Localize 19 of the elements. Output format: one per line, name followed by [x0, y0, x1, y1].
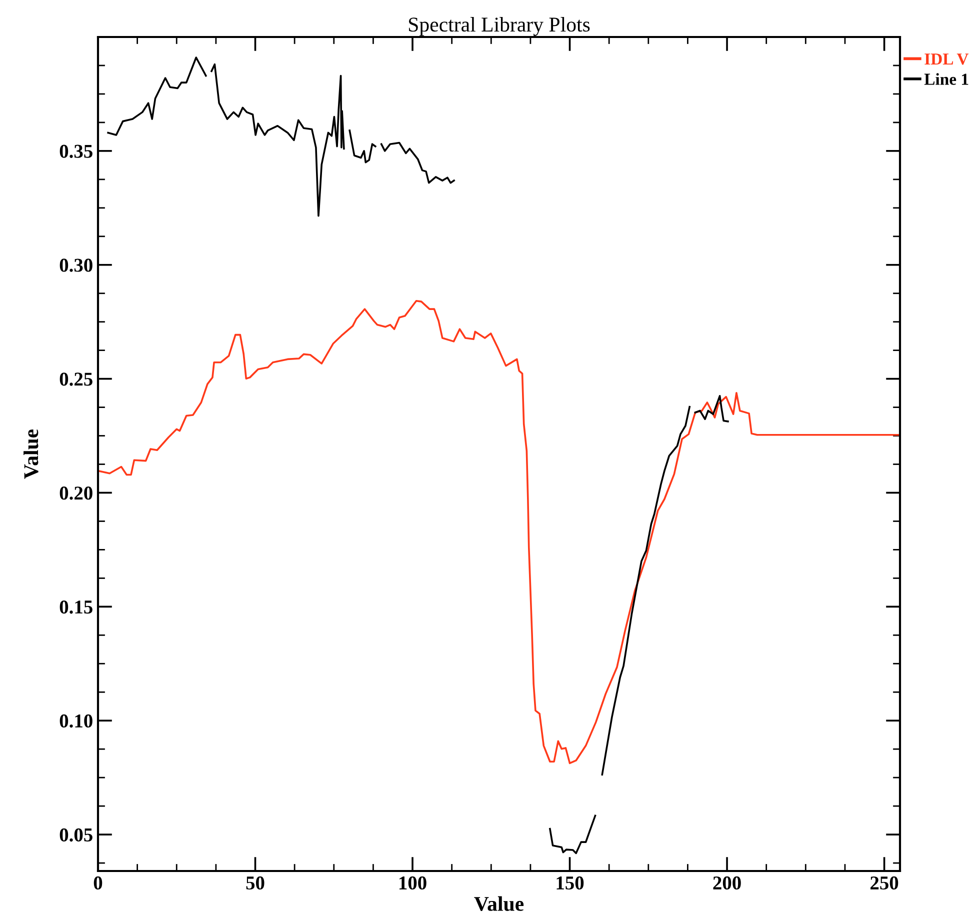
x-tick-label: 50 [246, 876, 264, 890]
y-tick-label: 0.25 [60, 372, 92, 386]
y-tick-label: 0.35 [60, 144, 92, 158]
x-tick-label: 100 [399, 876, 426, 890]
y-tick-label: 0.05 [60, 828, 92, 842]
x-tick-label: 250 [870, 876, 898, 890]
y-tick-label: 0.30 [60, 258, 92, 272]
y-axis-title: Value [24, 429, 38, 479]
x-axis-title: Value [474, 896, 524, 912]
x-tick-label: 150 [556, 876, 584, 890]
y-tick-label: 0.10 [60, 714, 92, 728]
y-tick-label: 0.15 [60, 600, 92, 614]
line-series [98, 300, 900, 764]
x-tick-label: 200 [713, 876, 741, 890]
y-tick-label: 0.20 [60, 486, 92, 500]
x-tick-label: 0 [94, 876, 102, 890]
legend-label: IDL V [924, 54, 969, 65]
chart-title: Spectral Library Plots [408, 16, 590, 36]
legend-label: Line 1 [924, 73, 968, 85]
